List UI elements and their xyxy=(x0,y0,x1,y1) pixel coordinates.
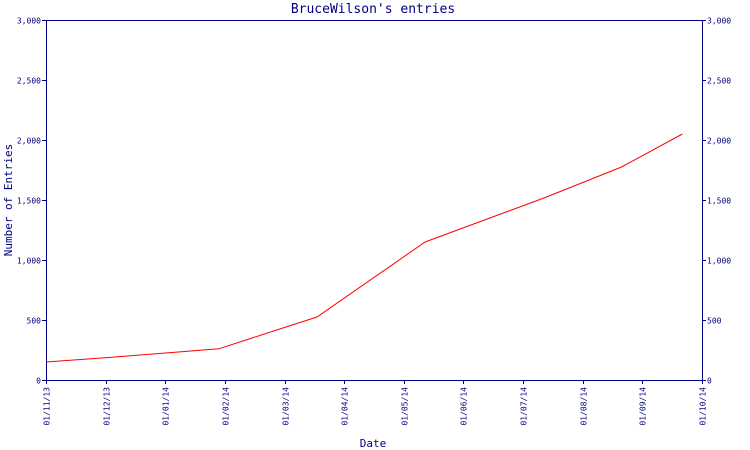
y-tick-label-right: 1,500 xyxy=(707,197,731,206)
x-tick-label: 01/02/14 xyxy=(222,387,231,426)
y-tick-label-right: 1,000 xyxy=(707,257,731,266)
x-tick-label: 01/12/13 xyxy=(103,387,112,426)
y-axis-label: Number of Entries xyxy=(2,144,15,257)
series-layer xyxy=(45,133,683,363)
series-line xyxy=(45,133,683,363)
x-axis-label: Date xyxy=(360,437,387,450)
y-tick-label-right: 500 xyxy=(707,317,722,326)
x-tick-label: 01/01/14 xyxy=(162,387,171,426)
y-tick-label-left: 3,000 xyxy=(17,17,41,26)
plot-frame xyxy=(46,20,703,381)
x-tick-label: 01/09/14 xyxy=(639,387,648,426)
y-tick-label-right: 2,500 xyxy=(707,77,731,86)
y-tick-label-left: 1,500 xyxy=(17,197,41,206)
x-tick-label: 01/10/14 xyxy=(699,387,708,426)
y-tick-label-right: 2,000 xyxy=(707,137,731,146)
y-tick-label-right: 0 xyxy=(707,377,712,386)
x-tick-label: 01/03/14 xyxy=(282,387,291,426)
y-tick-label-left: 0 xyxy=(36,377,41,386)
y-tick-label-left: 500 xyxy=(27,317,42,326)
y-tick-label-right: 3,000 xyxy=(707,17,731,26)
axis-ticks: 0 0 500 500 1,000 1,000 1,500 1,500 2,000 2,000 2,… xyxy=(17,17,731,426)
y-tick-label-left: 2,500 xyxy=(17,77,41,86)
x-tick-label: 01/11/13 xyxy=(43,387,52,426)
x-tick-label: 01/04/14 xyxy=(341,387,350,426)
plot-border xyxy=(46,20,703,381)
x-tick-label: 01/05/14 xyxy=(401,387,410,426)
chart-title: BruceWilson's entries xyxy=(291,2,455,17)
x-tick-label: 01/07/14 xyxy=(520,387,529,426)
x-tick-label: 01/08/14 xyxy=(580,387,589,426)
y-tick-label-left: 2,000 xyxy=(17,137,41,146)
x-tick-label: 01/06/14 xyxy=(460,387,469,426)
y-tick-label-left: 1,000 xyxy=(17,257,41,266)
